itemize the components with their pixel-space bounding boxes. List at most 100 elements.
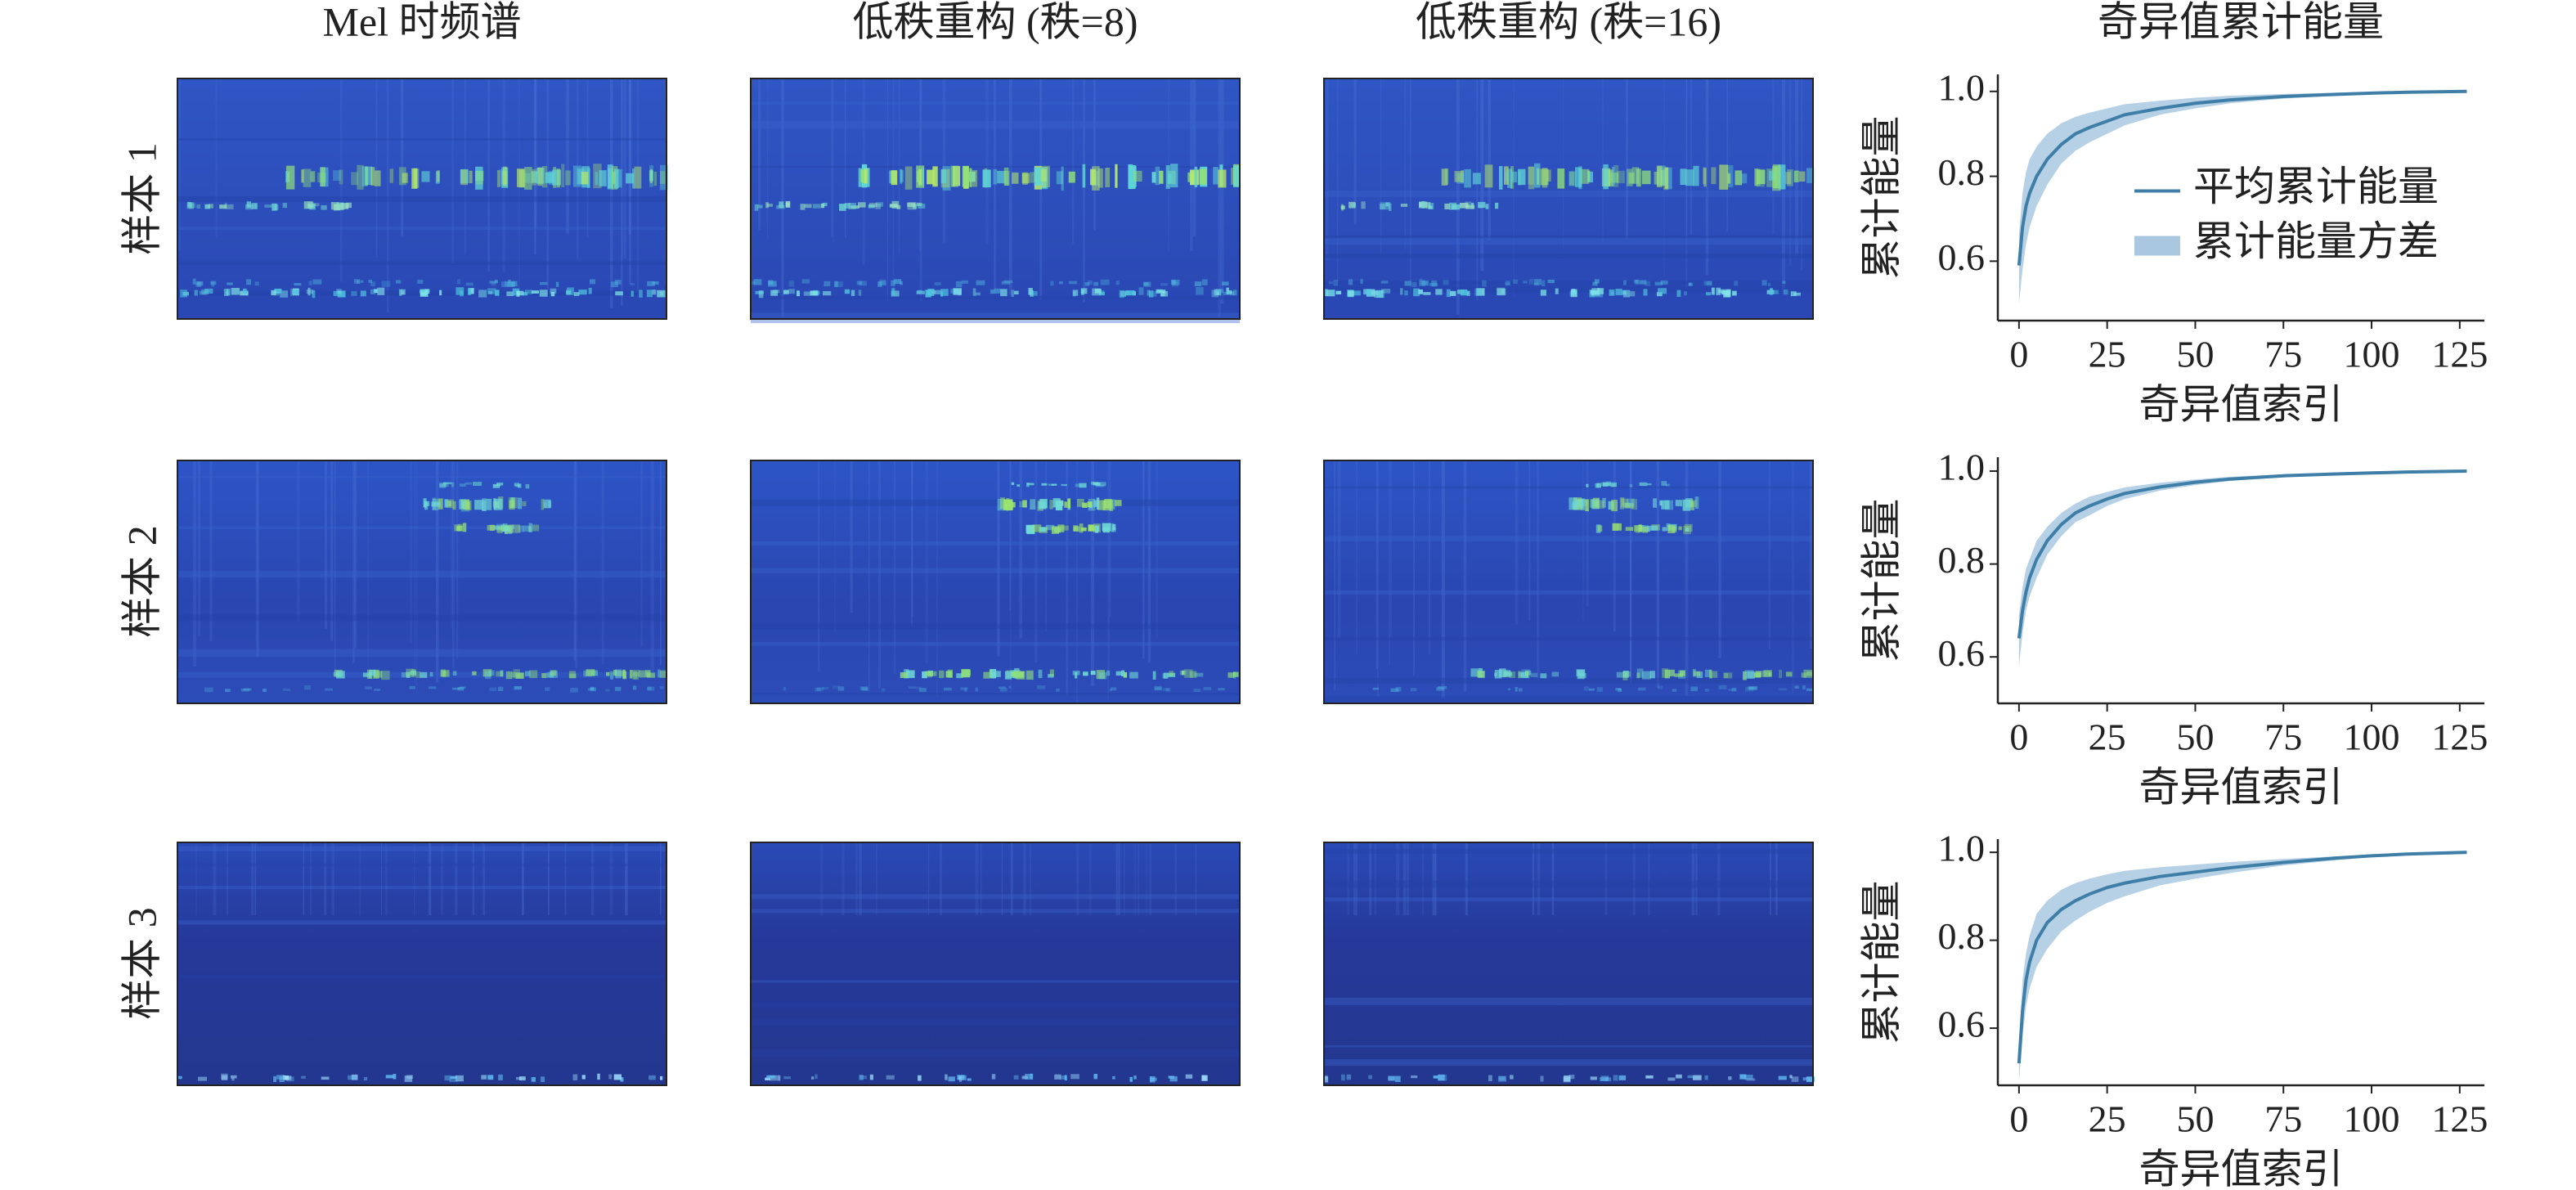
spectrogram-texture — [1768, 460, 1771, 649]
spectrogram-texture — [1661, 481, 1667, 486]
spectrogram-texture — [891, 170, 898, 186]
spectrogram-texture — [345, 202, 352, 209]
spectrogram-texture — [550, 291, 555, 297]
spectrogram-texture — [886, 1075, 895, 1080]
row-label: 样本 3 — [119, 907, 164, 1020]
spectrogram-texture — [892, 79, 895, 294]
spectrogram-texture — [1428, 205, 1433, 209]
spectrogram-texture — [1631, 167, 1640, 184]
spectrogram-texture — [751, 101, 1240, 106]
spectrogram-texture — [1643, 289, 1648, 296]
spectrogram-texture — [1428, 460, 1430, 654]
spectrogram-texture — [1739, 1074, 1747, 1080]
spectrogram-texture — [622, 79, 623, 258]
spectrogram-texture — [395, 280, 402, 284]
spectrogram-texture — [1485, 204, 1489, 209]
spectrogram-texture — [1233, 167, 1241, 188]
spectrogram-texture — [506, 291, 514, 297]
spectrogram-texture — [1613, 1075, 1618, 1081]
spectrogram-texture — [1432, 842, 1434, 916]
spectrogram-texture — [469, 288, 474, 294]
spectrogram-texture — [361, 166, 368, 186]
spectrogram-texture — [1693, 1075, 1702, 1080]
spectrogram-texture — [177, 918, 666, 922]
spectrogram-texture — [487, 1075, 494, 1080]
spectrogram-texture — [1488, 1075, 1492, 1081]
spectrogram-texture — [861, 687, 868, 691]
spectrogram-texture — [1064, 1075, 1067, 1081]
spectrogram-texture — [1340, 205, 1345, 209]
spectrogram-texture — [301, 1075, 306, 1079]
spectrogram-texture — [1419, 278, 1423, 285]
spectrogram-texture — [336, 671, 339, 676]
spectrogram-texture — [435, 171, 440, 184]
spectrogram-texture — [357, 280, 360, 284]
spectrogram-texture — [1654, 281, 1663, 285]
spectrogram-texture — [204, 288, 213, 294]
spectrogram-texture — [1523, 281, 1528, 284]
spectrogram-texture — [336, 671, 345, 679]
spectrogram-texture — [1097, 500, 1106, 510]
spectrogram-texture — [891, 200, 900, 209]
spectrogram-texture — [967, 1078, 972, 1081]
spectrogram-texture — [1056, 171, 1063, 185]
spectrogram-texture — [648, 1075, 656, 1080]
spectrogram-texture — [415, 671, 421, 678]
spectrogram-texture — [963, 687, 967, 692]
column-title: 奇异值累计能量 — [2098, 0, 2384, 44]
spectrogram-texture — [504, 281, 510, 287]
spectrogram-texture — [1385, 202, 1389, 207]
spectrogram-texture — [514, 524, 521, 533]
spectrogram-texture — [177, 137, 666, 141]
spectrogram-texture — [961, 280, 968, 284]
spectrogram-texture — [1169, 671, 1174, 676]
spectrogram-texture — [1352, 290, 1361, 296]
spectrogram-texture — [1324, 536, 1813, 541]
variance-band — [2018, 852, 2467, 1081]
spectrogram-texture — [581, 1075, 586, 1080]
y-tick-label: 0.6 — [1938, 236, 1986, 278]
spectrogram-texture — [1609, 289, 1615, 296]
spectrogram-texture — [1726, 79, 1728, 231]
spectrogram-texture — [1441, 168, 1448, 186]
spectrogram-texture — [513, 669, 520, 679]
spectrogram-texture — [254, 281, 259, 286]
spectrogram-texture — [508, 524, 514, 533]
spectrogram-texture — [1355, 460, 1358, 654]
spectrogram-texture — [330, 460, 334, 641]
spectrogram-texture — [1745, 687, 1754, 692]
spectrogram-texture — [456, 460, 459, 659]
spectrogram-texture — [1533, 279, 1542, 285]
spectrogram — [751, 79, 1240, 319]
spectrogram-texture — [511, 281, 518, 287]
spectrogram-texture — [972, 288, 976, 296]
spectrogram-texture — [320, 167, 325, 187]
spectrogram-texture — [412, 168, 420, 188]
spectrogram-texture — [590, 687, 596, 692]
spectrogram-texture — [1049, 669, 1054, 676]
spectrogram-texture — [254, 204, 258, 209]
spectrogram-texture — [597, 1073, 600, 1080]
spectrogram-texture — [593, 164, 602, 189]
spectrogram-texture — [438, 498, 443, 510]
spectrogram — [751, 460, 1240, 703]
spectrogram-texture — [1009, 460, 1012, 693]
spectrogram-texture — [451, 687, 460, 690]
spectrogram-texture — [615, 669, 622, 679]
spectrogram-texture — [474, 500, 483, 510]
spectrogram-texture — [613, 669, 617, 676]
spectrogram-texture — [1149, 1075, 1156, 1083]
x-tick-label: 0 — [2009, 716, 2028, 758]
spectrogram-texture — [777, 1075, 781, 1081]
spectrogram-texture — [614, 168, 619, 189]
spectrogram-texture — [868, 460, 870, 692]
spectrogram-texture — [1388, 1075, 1395, 1081]
spectrogram-texture — [868, 202, 877, 208]
spectrogram-texture — [1100, 279, 1110, 285]
spectrogram-texture — [1194, 281, 1202, 287]
spectrogram-texture — [1706, 292, 1712, 296]
spectrogram-texture — [1082, 79, 1085, 303]
spectrogram-texture — [1076, 499, 1084, 507]
spectrogram-texture — [918, 687, 927, 693]
spectrogram-texture — [331, 842, 334, 916]
